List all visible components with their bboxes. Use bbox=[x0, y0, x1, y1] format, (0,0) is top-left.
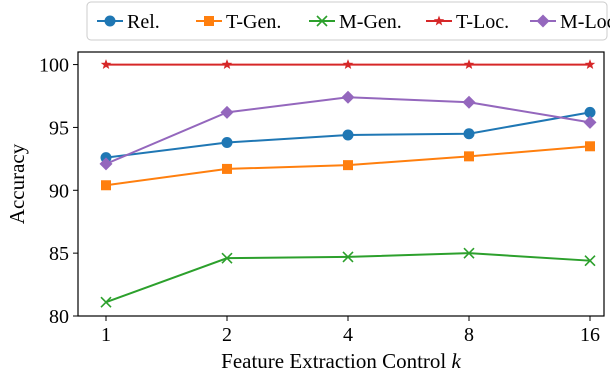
x-axis-label: Feature Extraction Control k bbox=[221, 349, 461, 373]
series-m-loc bbox=[99, 90, 597, 171]
y-tick-label: 85 bbox=[49, 243, 69, 265]
legend-label: M-Loc. bbox=[560, 11, 610, 33]
series-layer bbox=[99, 59, 597, 308]
series-m-gen bbox=[100, 247, 596, 308]
data-point-t-gen bbox=[343, 160, 353, 171]
legend-item-t-gen: T-Gen. bbox=[196, 11, 281, 33]
legend-marker bbox=[433, 15, 445, 26]
legend-label: T-Gen. bbox=[226, 11, 281, 33]
y-axis-label: Accuracy bbox=[5, 143, 29, 224]
series-line-m-gen bbox=[105, 252, 591, 304]
data-point-m-gen bbox=[463, 247, 475, 259]
data-point-t-gen bbox=[222, 163, 232, 174]
y-tick-label: 100 bbox=[39, 55, 69, 77]
x-tick-label: 16 bbox=[580, 324, 600, 346]
legend-frame bbox=[86, 1, 608, 41]
legend-marker bbox=[536, 14, 550, 28]
data-point-m-loc bbox=[99, 157, 113, 171]
series-t-loc bbox=[100, 59, 596, 70]
legend-item-rel: Rel. bbox=[97, 11, 160, 33]
x-axis-label-text: Feature Extraction Control bbox=[221, 349, 446, 373]
x-axis: 1 2 4 8 16 bbox=[101, 316, 600, 346]
legend-item-m-gen: M-Gen. bbox=[309, 11, 402, 33]
data-point-rel bbox=[221, 137, 233, 149]
x-axis-label-variable: k bbox=[452, 349, 462, 373]
legend: Rel. T-Gen. M-Gen. T-Loc. M-Loc. bbox=[86, 1, 610, 41]
data-point-t-loc bbox=[100, 59, 112, 70]
data-point-m-gen bbox=[584, 255, 596, 267]
y-tick-label: 80 bbox=[49, 306, 69, 328]
data-point-rel bbox=[463, 128, 475, 140]
x-tick-label: 4 bbox=[343, 324, 353, 346]
data-point-rel bbox=[342, 129, 354, 141]
data-point-t-loc bbox=[463, 59, 475, 70]
legend-marker bbox=[204, 16, 214, 26]
data-point-t-loc bbox=[342, 59, 354, 70]
plot-frame bbox=[77, 51, 605, 317]
data-point-t-loc bbox=[221, 59, 233, 70]
x-tick-label: 1 bbox=[101, 324, 111, 346]
data-point-m-gen bbox=[342, 251, 354, 263]
data-point-m-loc bbox=[341, 90, 355, 104]
legend-marker bbox=[316, 15, 328, 27]
legend-label: T-Loc. bbox=[456, 11, 509, 33]
data-point-rel bbox=[584, 106, 596, 118]
y-tick-label: 90 bbox=[49, 180, 69, 202]
legend-marker bbox=[104, 15, 116, 27]
data-point-m-loc bbox=[220, 105, 234, 119]
y-tick-label: 95 bbox=[49, 117, 69, 139]
data-point-m-loc bbox=[462, 95, 476, 109]
data-point-m-gen bbox=[221, 252, 233, 264]
data-point-t-gen bbox=[101, 180, 111, 191]
data-point-t-loc bbox=[584, 59, 596, 70]
x-tick-label: 2 bbox=[222, 324, 232, 346]
y-axis: 80 85 90 95 100 bbox=[39, 55, 78, 328]
legend-label: M-Gen. bbox=[339, 11, 402, 33]
legend-item-t-loc: T-Loc. bbox=[426, 11, 509, 33]
legend-item-m-loc: M-Loc. bbox=[530, 11, 610, 33]
data-point-m-loc bbox=[583, 115, 597, 129]
series-t-gen bbox=[101, 141, 595, 191]
legend-label: Rel. bbox=[127, 11, 160, 33]
data-point-t-gen bbox=[464, 151, 474, 162]
data-point-m-gen bbox=[100, 296, 112, 308]
x-tick-label: 8 bbox=[464, 324, 474, 346]
data-point-t-gen bbox=[585, 141, 595, 152]
